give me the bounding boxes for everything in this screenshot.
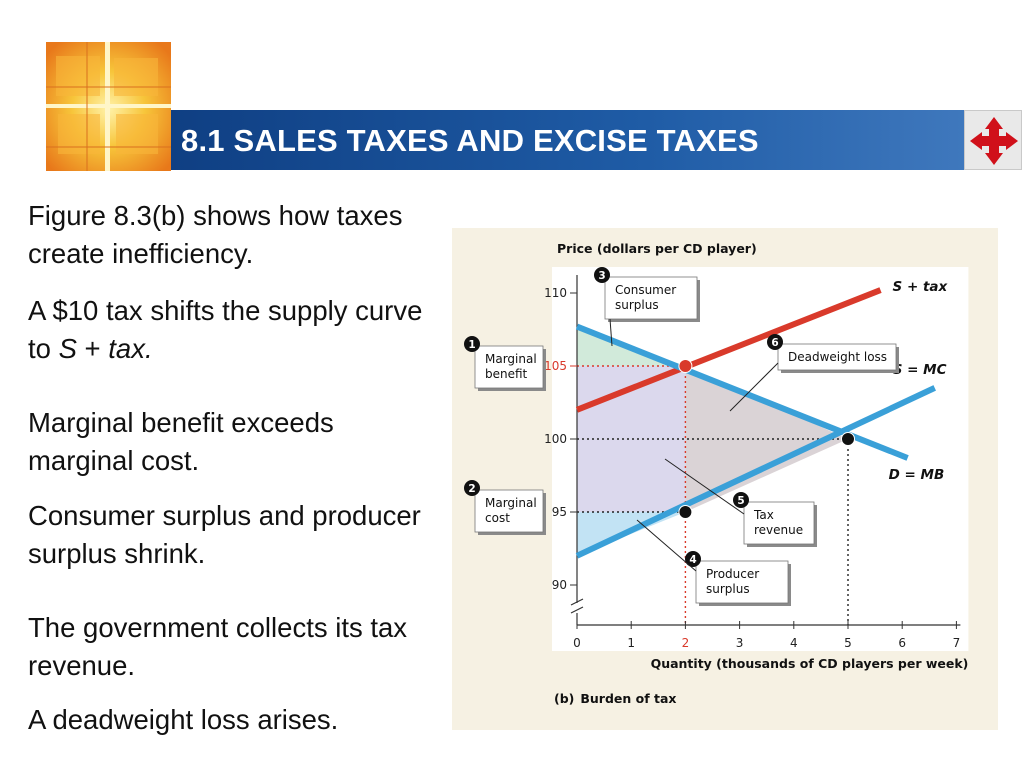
- y-tick-label: 100: [544, 432, 567, 446]
- area-deadweight-loss: [685, 366, 848, 512]
- title-bar: 8.1 SALES TAXES AND EXCISE TAXES: [171, 110, 965, 170]
- callout-text-line: surplus: [615, 298, 659, 312]
- callout-number-badge: [594, 267, 610, 283]
- series-label-s-plus-tax: S + tax: [893, 279, 949, 295]
- callout-box-4: [695, 560, 789, 604]
- callout-number: 5: [737, 495, 744, 507]
- x-tick-label: 1: [627, 636, 635, 650]
- callout-number: 2: [468, 483, 475, 495]
- x-tick-label: 2: [682, 636, 690, 650]
- callout-text-line: Marginal: [485, 352, 537, 366]
- callout-leader: [609, 318, 613, 347]
- x-tick-label: 6: [898, 636, 906, 650]
- text-paragraph-5: The government collects its tax revenue.: [28, 612, 408, 681]
- series-label-s-mc: S = MC: [893, 362, 947, 378]
- area-tax-revenue: [577, 366, 686, 512]
- callout-number: 6: [771, 337, 778, 349]
- series-line-s-tax: [575, 287, 882, 413]
- x-tick-label: 5: [844, 636, 852, 650]
- axis-break-mark: [570, 598, 584, 614]
- x-tick-label: 3: [736, 636, 744, 650]
- callout-text-line: Tax: [753, 508, 774, 522]
- logo: [46, 42, 171, 171]
- y-tick-label: 95: [552, 505, 567, 519]
- text-fragment-tax: tax.: [108, 333, 153, 364]
- four-arrows-cross-icon: [970, 117, 1018, 165]
- text-paragraph-6: A deadweight loss arises.: [28, 704, 339, 735]
- text-fragment-s: S: [58, 333, 77, 364]
- navigation-button[interactable]: [964, 110, 1022, 170]
- callout-leader: [729, 362, 779, 412]
- callout-text-line: Deadweight loss: [788, 350, 887, 364]
- callout-box-3: [604, 276, 698, 320]
- text-fragment: A $10 tax shifts the supply curve to: [28, 295, 423, 364]
- callout-number: 4: [689, 554, 696, 566]
- series-line-s-mc: [575, 385, 936, 559]
- callout-number-badge: [733, 492, 749, 508]
- data-point: [841, 432, 855, 446]
- x-tick-label: 0: [573, 636, 581, 650]
- text-paragraph-2: A $10 tax shifts the supply curve to S +…: [28, 292, 438, 368]
- callout-number-badge: [767, 334, 783, 350]
- callout-box-5: [743, 501, 815, 545]
- data-point: [678, 359, 693, 373]
- caption-text: Burden of tax: [580, 691, 676, 706]
- text-fragment-plus: +: [76, 333, 109, 364]
- data-point: [678, 505, 693, 519]
- callout-text-line: Consumer: [615, 283, 676, 297]
- series-label-d-mb: D = MB: [889, 467, 945, 483]
- y-tick-label: 110: [544, 286, 567, 300]
- text-paragraph-1: Figure 8.3(b) shows how taxes create ine…: [28, 200, 403, 269]
- callout-text-line: Producer: [706, 567, 759, 581]
- text-paragraph-3: Marginal benefit exceeds marginal cost.: [28, 407, 334, 476]
- callout-leader: [636, 519, 697, 572]
- callout-text-line: surplus: [706, 582, 750, 596]
- callout-box-6: [777, 343, 897, 371]
- callout-number: 1: [468, 339, 475, 351]
- chart-svg: 0 1 2 3 4 5 6 7 90 95 100 105 110 Price (dollars per…: [464, 241, 969, 706]
- x-axis-label: Quantity (thousands of CD players per we…: [651, 656, 969, 671]
- callout-box-2: [474, 489, 544, 533]
- callout-box-1: [474, 345, 544, 389]
- callout-text-line: Marginal: [485, 496, 537, 510]
- callout-number: 3: [598, 270, 605, 282]
- y-tick-label: 90: [552, 578, 567, 592]
- figure-caption: (b) Burden of tax: [554, 691, 677, 706]
- y-axis-label: Price (dollars per CD player): [557, 241, 757, 256]
- figure-panel: 0 1 2 3 4 5 6 7 90 95 100 105 110 Price (dollars per…: [452, 228, 998, 730]
- callout-text-line: revenue: [754, 523, 803, 537]
- callout-number-badge: [464, 480, 480, 496]
- text-paragraph-4: Consumer surplus and producer surplus sh…: [28, 500, 421, 569]
- callout-text-line: benefit: [485, 367, 528, 381]
- callout-number-badge: [685, 551, 701, 567]
- x-tick-label: 4: [790, 636, 798, 650]
- caption-label: (b): [554, 691, 574, 706]
- callout-leader: [664, 458, 745, 515]
- slide-title: 8.1 SALES TAXES AND EXCISE TAXES: [181, 123, 759, 158]
- callout-text-line: cost: [485, 511, 510, 525]
- y-tick-label: 105: [544, 359, 567, 373]
- callout-number-badge: [464, 336, 480, 352]
- x-tick-label: 7: [953, 636, 961, 650]
